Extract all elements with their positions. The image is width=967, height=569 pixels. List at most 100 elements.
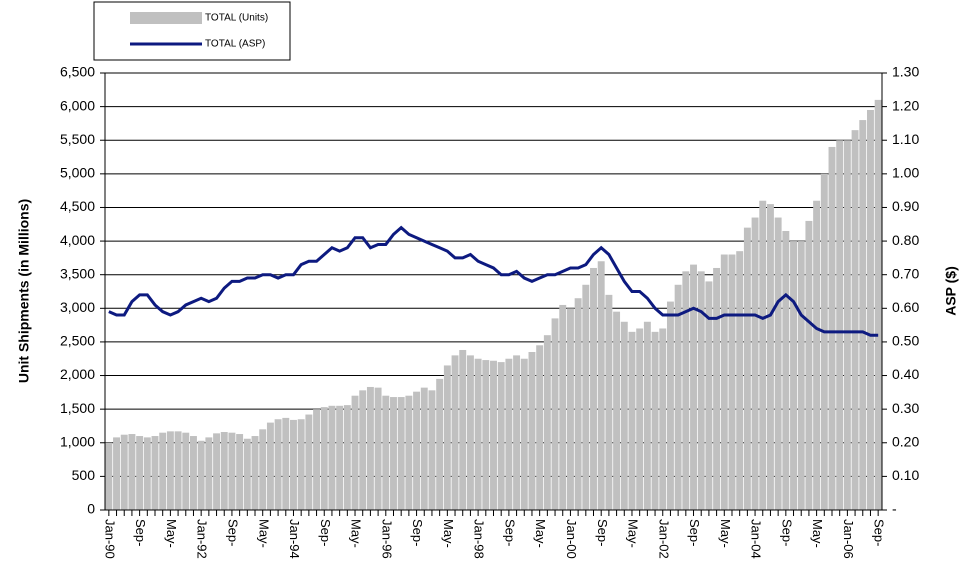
y2-tick-label: 0.40 [892, 366, 919, 382]
bar [728, 254, 736, 510]
bar [413, 391, 421, 510]
bar [182, 432, 190, 510]
bar [459, 349, 467, 510]
y-tick-label: 5,500 [60, 131, 95, 147]
bar [382, 395, 390, 510]
bar [543, 335, 551, 510]
x-tick-label: May- [718, 519, 733, 548]
x-tick-label: Sep- [687, 519, 702, 546]
bar [466, 355, 474, 510]
bar [790, 241, 797, 511]
bar [551, 318, 559, 510]
bar [243, 438, 251, 510]
bar [351, 395, 359, 510]
bar [290, 419, 297, 510]
y2-tick-label: 0.70 [892, 265, 919, 281]
bar [374, 387, 382, 510]
bar [320, 407, 328, 510]
y-tick-label: 4,000 [60, 232, 95, 248]
bar [605, 294, 613, 510]
bar [797, 241, 805, 511]
bar [559, 304, 567, 510]
bar [136, 436, 144, 510]
bar [620, 321, 628, 510]
y2-tick-label: 0.10 [892, 467, 919, 483]
bar [582, 284, 590, 510]
x-tick-label: Sep- [502, 519, 517, 546]
y-tick-label: 3,500 [60, 265, 95, 281]
y-tick-label: 3,000 [60, 299, 95, 315]
bar [328, 405, 336, 510]
bar [166, 431, 174, 510]
x-tick-label: May- [626, 519, 641, 548]
x-tick-label: Jan-06 [841, 519, 856, 559]
bar [251, 436, 259, 510]
y2-tick-label: 0.80 [892, 232, 919, 248]
bar [836, 140, 844, 510]
bar [705, 281, 713, 510]
bar [866, 109, 874, 510]
bar [674, 284, 682, 510]
bar [482, 360, 490, 510]
x-tick-label: May- [533, 519, 548, 548]
bar [636, 328, 644, 510]
bar [397, 397, 405, 510]
bar [105, 442, 113, 510]
bar [874, 99, 882, 511]
y2-axis-title: ASP ($) [943, 266, 959, 316]
bar [143, 437, 151, 510]
bar [274, 419, 282, 510]
bar [843, 140, 851, 510]
bar [120, 434, 128, 510]
x-tick-label: Jan-00 [564, 519, 579, 559]
y-tick-label: 0 [87, 501, 95, 517]
bar [690, 264, 697, 510]
bar [259, 429, 267, 510]
x-tick-label: May- [164, 519, 179, 548]
x-tick-label: May- [441, 519, 456, 548]
bar [113, 437, 121, 510]
x-tick-label: Sep- [779, 519, 794, 546]
y2-tick-label: 1.30 [892, 64, 919, 80]
y2-tick-label: - [892, 501, 897, 517]
bar [443, 365, 451, 510]
bar [697, 271, 705, 510]
bar [643, 321, 651, 510]
y-tick-label: 6,500 [60, 64, 95, 80]
bar [405, 395, 413, 510]
bar [366, 386, 374, 510]
bar [197, 440, 205, 510]
x-tick-label: Sep- [595, 519, 610, 546]
bar [659, 328, 667, 510]
bar [228, 432, 236, 510]
bar [420, 387, 428, 510]
bar [220, 432, 228, 510]
x-tick-label: Jan-96 [379, 519, 394, 559]
x-tick-label: Sep- [225, 519, 240, 546]
bar [390, 397, 397, 510]
y2-tick-label: 1.20 [892, 97, 919, 113]
bar [528, 352, 536, 510]
y2-tick-label: 0.60 [892, 299, 919, 315]
bar [536, 345, 544, 510]
bar [682, 271, 690, 510]
y-tick-label: 1,500 [60, 400, 95, 416]
bar [859, 120, 867, 511]
y2-tick-label: 1.10 [892, 131, 919, 147]
bar [128, 434, 136, 510]
bar [651, 331, 659, 510]
y-tick-label: 2,500 [60, 333, 95, 349]
y-tick-label: 6,000 [60, 97, 95, 113]
bar [713, 267, 721, 510]
bar [805, 220, 813, 510]
bar [828, 146, 836, 510]
y-tick-label: 2,000 [60, 366, 95, 382]
bar [597, 261, 605, 510]
legend-box [93, 1, 291, 61]
bar [666, 301, 674, 510]
y2-tick-label: 1.00 [892, 165, 919, 181]
bar [474, 358, 482, 510]
line [108, 225, 879, 337]
y-tick-label: 4,500 [60, 198, 95, 214]
